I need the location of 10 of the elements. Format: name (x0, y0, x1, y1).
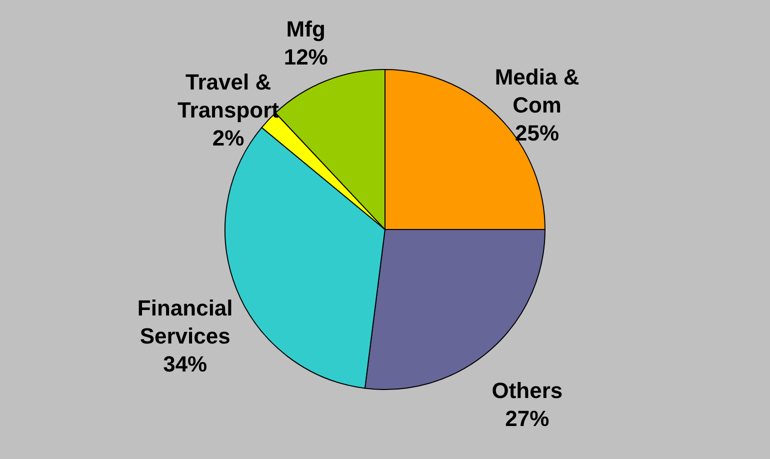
slice-label: Others (492, 378, 563, 403)
data-label: 12% (284, 44, 328, 70)
slice-label: Media & Com (494, 64, 580, 118)
data-label: 34% (163, 352, 208, 377)
slice-label: Mfg (286, 16, 326, 42)
data-label: 25% (515, 120, 560, 146)
data-label: 2% (212, 125, 244, 150)
slice-label: Financial Services (137, 296, 233, 349)
slice-label: Travel & Transport (178, 69, 280, 122)
data-label: 27% (505, 406, 550, 431)
